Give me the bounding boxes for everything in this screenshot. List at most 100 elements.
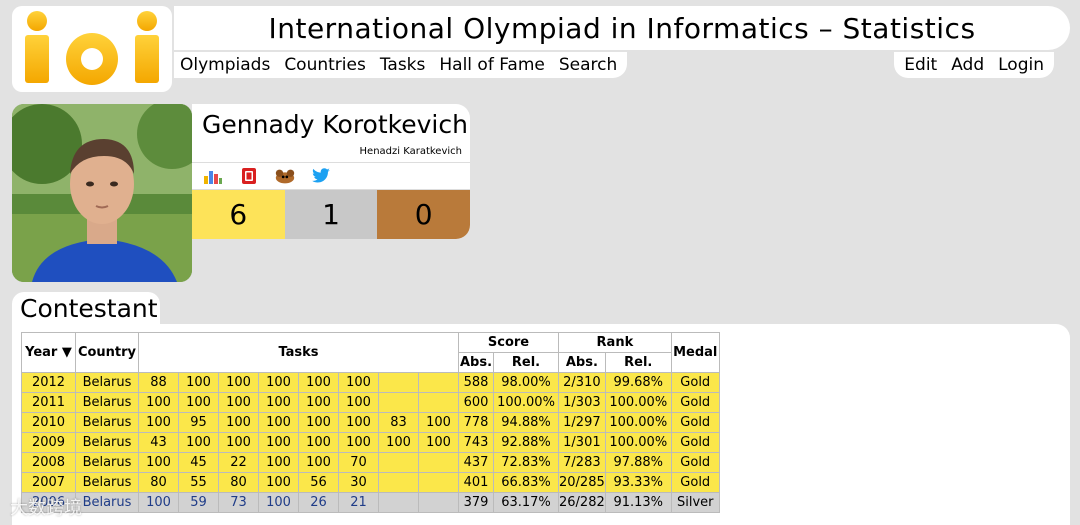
nav-countries[interactable]: Countries xyxy=(284,55,366,75)
cell-task-score: 59 xyxy=(178,492,219,513)
cell-year[interactable]: 2008 xyxy=(21,452,76,473)
cell-country[interactable]: Belarus xyxy=(75,392,139,413)
cell-task-score xyxy=(378,372,419,393)
cell-medal: Gold xyxy=(670,392,720,413)
cell-score-abs: 437 xyxy=(458,452,494,473)
cell-rank-rel: 100.00% xyxy=(604,432,672,453)
cell-task-score xyxy=(418,452,459,473)
cell-medal: Gold xyxy=(670,472,720,493)
nav-hall-of-fame[interactable]: Hall of Fame xyxy=(439,55,545,75)
cell-country[interactable]: Belarus xyxy=(75,472,139,493)
cell-score-abs: 743 xyxy=(458,432,494,453)
animal-icon[interactable] xyxy=(274,165,296,187)
col-score-abs: Abs. xyxy=(458,352,494,373)
cell-task-score: 30 xyxy=(338,472,379,493)
col-country[interactable]: Country xyxy=(75,332,139,373)
cell-task-score xyxy=(418,372,459,393)
nav-tasks[interactable]: Tasks xyxy=(379,55,426,75)
cell-task-score: 100 xyxy=(138,452,179,473)
nav-login[interactable]: Login xyxy=(998,55,1044,75)
cell-task-score: 100 xyxy=(258,392,299,413)
cell-task-score: 100 xyxy=(298,432,339,453)
cell-task-score: 100 xyxy=(218,392,259,413)
cell-task-score: 100 xyxy=(258,432,299,453)
cell-medal: Silver xyxy=(670,492,720,513)
cell-task-score: 100 xyxy=(258,452,299,473)
table-row: 2008 Belarus 100 45 22 100 100 70 437 72.83% 7/283… xyxy=(21,452,720,473)
cell-year[interactable]: 2012 xyxy=(21,372,76,393)
cell-task-score: 100 xyxy=(138,492,179,513)
cell-score-rel: 92.88% xyxy=(493,432,559,453)
cell-medal: Gold xyxy=(670,372,720,393)
cell-rank-abs: 26/282 xyxy=(558,492,606,513)
page-title: International Olympiad in Informatics – … xyxy=(174,6,1070,50)
profile-card: Gennady Korotkevich Henadzi Karatkevich xyxy=(192,104,470,239)
cell-rank-abs: 20/285 xyxy=(558,472,606,493)
cell-task-score: 55 xyxy=(178,472,219,493)
cell-task-score: 100 xyxy=(338,412,379,433)
cell-country[interactable]: Belarus xyxy=(75,412,139,433)
cell-task-score: 26 xyxy=(298,492,339,513)
cell-medal: Gold xyxy=(670,412,720,433)
cell-year[interactable]: 2009 xyxy=(21,432,76,453)
col-rank: Rank xyxy=(558,332,672,353)
col-year[interactable]: Year ▼ xyxy=(21,332,76,373)
cell-rank-abs: 2/310 xyxy=(558,372,606,393)
cell-country[interactable]: Belarus xyxy=(75,432,139,453)
col-tasks: Tasks xyxy=(138,332,459,373)
cell-year[interactable]: 2010 xyxy=(21,412,76,433)
cell-task-score: 100 xyxy=(418,412,459,433)
col-medal[interactable]: Medal xyxy=(670,332,720,373)
results-table: Year ▼ Country Tasks Score Rank Medal Ab… xyxy=(21,332,720,513)
table-row: 2009 Belarus 43 100 100 100 100 100 100 100 743 92.… xyxy=(21,432,720,453)
cell-score-abs: 379 xyxy=(458,492,494,513)
cell-score-rel: 63.17% xyxy=(493,492,559,513)
cell-score-rel: 66.83% xyxy=(493,472,559,493)
cell-task-score: 100 xyxy=(178,392,219,413)
cell-task-score: 100 xyxy=(138,392,179,413)
cell-rank-rel: 99.68% xyxy=(604,372,672,393)
cell-task-score: 73 xyxy=(218,492,259,513)
cell-task-score xyxy=(378,472,419,493)
twitter-icon[interactable] xyxy=(310,165,332,187)
col-score-rel[interactable]: Rel. xyxy=(493,352,559,373)
cell-task-score xyxy=(418,392,459,413)
col-rank-rel[interactable]: Rel. xyxy=(604,352,672,373)
cell-task-score: 100 xyxy=(298,452,339,473)
cell-task-score: 100 xyxy=(298,392,339,413)
contestant-photo xyxy=(12,104,192,282)
cell-task-score: 100 xyxy=(258,472,299,493)
cell-task-score: 100 xyxy=(418,432,459,453)
nav-edit[interactable]: Edit xyxy=(904,55,938,75)
col-rank-abs[interactable]: Abs. xyxy=(558,352,606,373)
cell-task-score: 100 xyxy=(218,412,259,433)
cell-medal: Gold xyxy=(670,452,720,473)
cell-country[interactable]: Belarus xyxy=(75,452,139,473)
cell-task-score: 100 xyxy=(258,372,299,393)
nav-search[interactable]: Search xyxy=(558,55,618,75)
bar-chart-icon[interactable] xyxy=(202,165,224,187)
cell-task-score xyxy=(378,492,419,513)
cell-year[interactable]: 2011 xyxy=(21,392,76,413)
cell-task-score: 100 xyxy=(338,372,379,393)
cell-year[interactable]: 2007 xyxy=(21,472,76,493)
cell-rank-abs: 7/283 xyxy=(558,452,606,473)
cell-rank-rel: 100.00% xyxy=(604,412,672,433)
cell-score-abs: 401 xyxy=(458,472,494,493)
cell-country[interactable]: Belarus xyxy=(75,372,139,393)
cell-score-rel: 94.88% xyxy=(493,412,559,433)
nav-add[interactable]: Add xyxy=(951,55,985,75)
cell-task-score xyxy=(378,392,419,413)
ioi-logo[interactable] xyxy=(12,6,172,92)
cell-task-score: 43 xyxy=(138,432,179,453)
nav-olympiads[interactable]: Olympiads xyxy=(180,55,271,75)
cell-task-score: 56 xyxy=(298,472,339,493)
red-badge-icon[interactable] xyxy=(238,165,260,187)
cell-score-rel: 72.83% xyxy=(493,452,559,473)
cell-rank-abs: 1/301 xyxy=(558,432,606,453)
contestant-name: Gennady Korotkevich xyxy=(202,110,468,139)
silver-count: 1 xyxy=(284,190,378,239)
contestant-alt-name: Henadzi Karatkevich xyxy=(359,146,462,157)
cell-country[interactable]: Belarus xyxy=(75,492,139,513)
table-row: 2010 Belarus 100 95 100 100 100 100 83 100 778 94.8… xyxy=(21,412,720,433)
